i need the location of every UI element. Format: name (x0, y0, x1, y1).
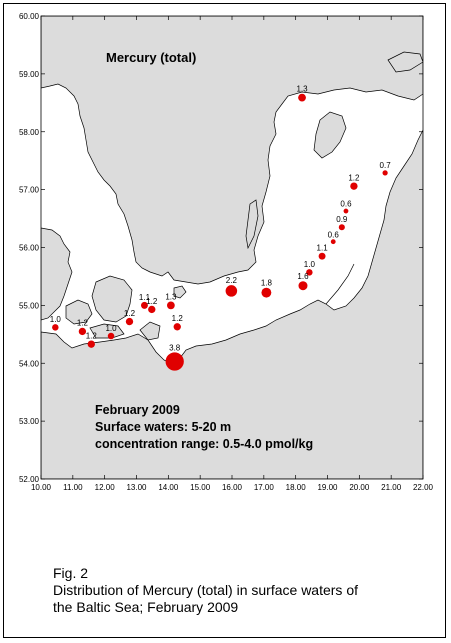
station-marker (107, 332, 115, 340)
station-marker (330, 239, 336, 245)
station-marker (87, 340, 95, 348)
station-value-label: 0.6 (340, 200, 352, 209)
figure-caption: Fig. 2 Distribution of Mercury (total) i… (53, 565, 433, 616)
station-marker (125, 317, 134, 326)
x-tick-label: 20.00 (349, 483, 370, 492)
x-tick-label: 21.00 (381, 483, 402, 492)
page-frame (3, 3, 446, 638)
station-marker (52, 324, 59, 331)
station-value-label: 1.2 (77, 319, 89, 328)
station-marker (382, 170, 388, 176)
y-tick-label: 57.00 (19, 186, 40, 195)
land-rugen (139, 321, 161, 341)
y-tick-label: 56.00 (19, 244, 40, 253)
station-marker (225, 285, 238, 297)
station-value-label: 3.8 (169, 343, 181, 352)
station-value-label: 2.2 (226, 276, 238, 285)
station-marker (78, 327, 87, 336)
y-tick-label: 52.00 (19, 475, 40, 484)
y-tick-label: 58.00 (19, 128, 40, 137)
x-tick-label: 13.00 (126, 483, 147, 492)
y-tick-label: 54.00 (19, 359, 40, 368)
station-value-label: 1.6 (297, 272, 309, 281)
station-value-label: 1.3 (165, 292, 177, 301)
x-tick-label: 15.00 (190, 483, 211, 492)
station-marker (173, 323, 181, 331)
info-depth: Surface waters: 5-20 m (95, 420, 231, 434)
y-tick-label: 59.00 (19, 70, 40, 79)
land-layer (41, 16, 423, 479)
land-gotland (313, 111, 347, 159)
station-marker (343, 208, 349, 214)
y-tick-label: 55.00 (19, 301, 40, 310)
y-tick-label: 53.00 (19, 417, 40, 426)
station-marker (306, 269, 313, 276)
land-funen (65, 299, 93, 325)
land-saaremaa (387, 51, 423, 73)
station-value-label: 1.8 (261, 279, 273, 288)
map-title: Mercury (total) (106, 50, 196, 65)
station-value-label: 1.2 (172, 314, 184, 323)
land-lolland (89, 323, 125, 339)
x-tick-label: 18.00 (286, 483, 307, 492)
station-value-label: 1.1 (317, 244, 329, 253)
station-value-label: 0.6 (328, 230, 340, 239)
station-value-label: 1.1 (139, 293, 151, 302)
station-value-label: 0.7 (380, 161, 392, 170)
station-marker (140, 301, 148, 309)
x-tick-label: 17.00 (254, 483, 275, 492)
station-value-label: 1.3 (296, 85, 308, 94)
station-marker (338, 224, 345, 231)
x-tick-label: 10.00 (31, 483, 52, 492)
land-south-coast (41, 129, 423, 479)
station-value-label: 1.2 (348, 173, 360, 182)
station-marker (298, 281, 308, 291)
station-value-label: 1.0 (50, 315, 62, 324)
info-range: concentration range: 0.5-4.0 pmol/kg (95, 437, 313, 451)
y-tick-label: 60.00 (19, 12, 40, 21)
x-tick-label: 16.00 (222, 483, 243, 492)
caption-line: Distribution of Mercury (total) in surfa… (53, 582, 358, 598)
station-marker (318, 252, 326, 260)
station-value-label: 1.2 (86, 331, 98, 340)
station-marker (298, 93, 306, 102)
land-jutland (41, 227, 73, 321)
caption-line: the Baltic Sea; February 2009 (53, 599, 239, 615)
station-marker (148, 305, 156, 314)
station-value-label: 1.2 (146, 297, 158, 306)
x-tick-label: 14.00 (158, 483, 179, 492)
station-value-label: 1.0 (105, 324, 117, 333)
land-oland (245, 199, 259, 250)
station-value-label: 1.2 (124, 309, 136, 318)
axis-ticks: 10.00 11.00 12.00 13.00 14.00 15.00 16.00 17.00… (19, 12, 434, 492)
station-marker (165, 352, 184, 371)
station-marker (167, 301, 175, 310)
x-tick-label: 11.00 (63, 483, 83, 492)
station-marker (261, 287, 272, 298)
x-tick-label: 22.00 (413, 483, 434, 492)
station-value-label: 0.9 (336, 215, 348, 224)
land-zealand (91, 275, 133, 323)
land-bornholm (173, 285, 187, 299)
land-scandinavia (41, 16, 423, 285)
x-tick-label: 12.00 (95, 483, 116, 492)
land-curonian-spit (325, 263, 355, 305)
station-value-label: 1.0 (304, 260, 316, 269)
x-tick-label: 19.00 (317, 483, 338, 492)
info-date: February 2009 (95, 403, 180, 417)
station-markers: 1.30.71.20.60.90.61.11.01.62.2 1.81.31.11… (50, 85, 391, 371)
caption-line: Fig. 2 (53, 565, 89, 581)
station-marker (350, 182, 358, 190)
